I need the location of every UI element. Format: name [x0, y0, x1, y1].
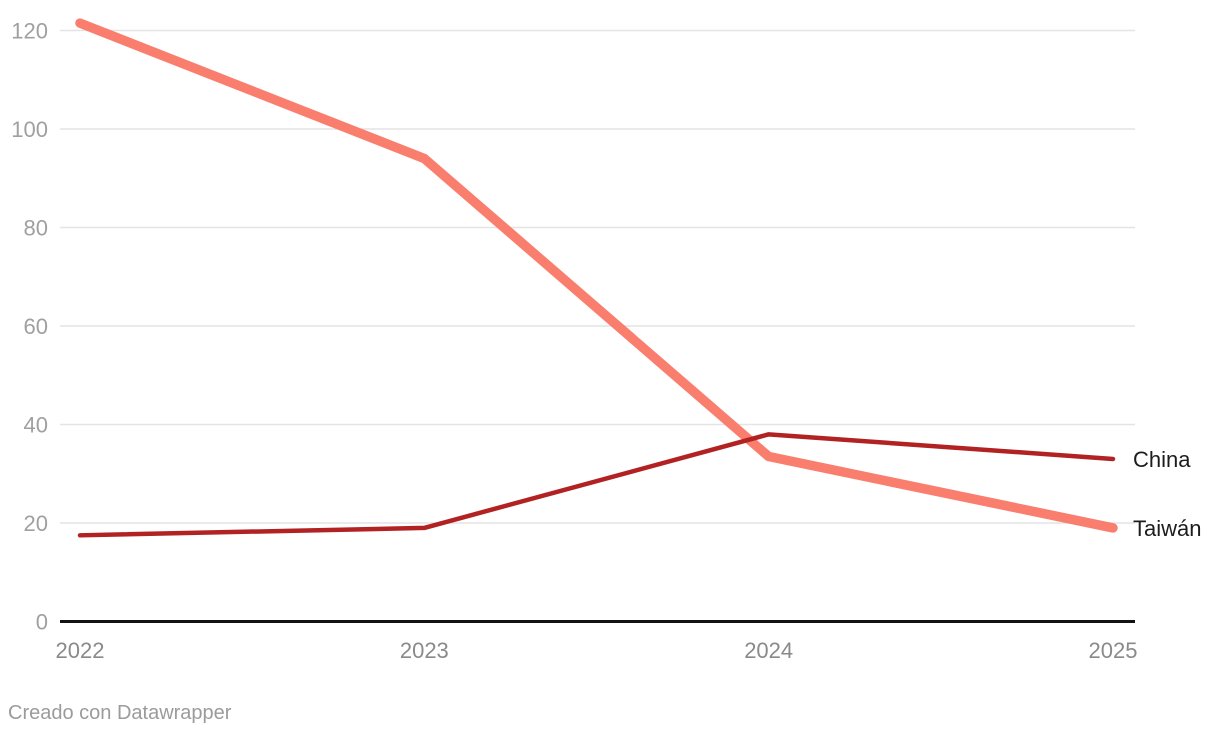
y-tick-label: 60: [24, 314, 48, 339]
x-tick-label: 2023: [400, 638, 449, 663]
y-tick-label: 20: [24, 511, 48, 536]
series-line-china: [77, 432, 1116, 538]
x-tick-label: 2024: [744, 638, 793, 663]
line-chart: 0 20 40 60 80 100 120 2022 2023 2024 2025 China Taiw…: [11, 18, 1201, 663]
series-label-china: China: [1133, 447, 1191, 472]
y-tick-label: 40: [24, 413, 48, 438]
x-tick-label: 2025: [1089, 638, 1138, 663]
series-line-taiwán: [75, 18, 1118, 533]
y-tick-label: 120: [11, 19, 48, 44]
attribution-text: Creado con Datawrapper: [8, 702, 232, 724]
x-tick-label: 2022: [56, 638, 105, 663]
y-tick-label: 80: [24, 216, 48, 241]
y-tick-label: 0: [36, 610, 48, 635]
y-tick-label: 100: [11, 117, 48, 142]
series-label-taiwán: Taiwán: [1133, 516, 1201, 541]
